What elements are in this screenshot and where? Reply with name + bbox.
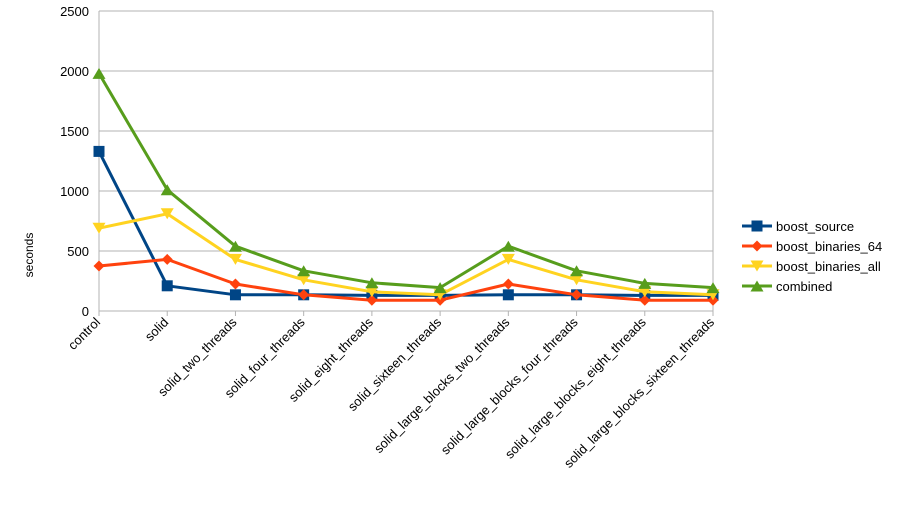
series-line-boost_binaries_all bbox=[98, 212, 714, 297]
x-tick-labels: control solidsolid_two_threadssolid_four_… bbox=[65, 314, 718, 471]
data-point-boost_binaries_all bbox=[570, 274, 584, 286]
data-point-boost_binaries_all bbox=[297, 274, 311, 286]
y-tick-label: 2000 bbox=[60, 64, 89, 79]
data-point-boost_binaries_all bbox=[501, 253, 515, 265]
y-tick-label: 500 bbox=[67, 244, 89, 259]
legend-label: boost_binaries_64 bbox=[776, 239, 882, 254]
series-boost_source bbox=[93, 145, 719, 301]
x-tick-label: solid bbox=[142, 315, 172, 345]
y-tick-label: 2500 bbox=[60, 4, 89, 19]
legend-label: boost_binaries_all bbox=[776, 259, 881, 274]
x-tick-label: solid_large_blocks_two_threads bbox=[371, 314, 513, 456]
y-tick-label: 1000 bbox=[60, 184, 89, 199]
y-axis-title: seconds bbox=[22, 233, 36, 278]
data-point-boost_source bbox=[93, 145, 105, 157]
data-point-boost_binaries_64 bbox=[93, 260, 105, 272]
legend-swatch-marker bbox=[750, 280, 764, 292]
legend-label: boost_source bbox=[776, 219, 854, 234]
data-point-boost_source bbox=[229, 289, 241, 301]
series-line-combined bbox=[97, 72, 714, 290]
data-point-combined bbox=[228, 240, 242, 252]
data-point-boost_binaries_64 bbox=[298, 289, 310, 301]
y-tick-label: 1500 bbox=[60, 124, 89, 139]
legend-entry-boost_binaries_64: boost_binaries_64 bbox=[742, 239, 882, 254]
data-point-combined bbox=[297, 265, 311, 277]
data-point-boost_binaries_64 bbox=[229, 278, 241, 290]
series-boost_binaries_64 bbox=[93, 253, 719, 306]
data-point-boost_binaries_64 bbox=[639, 294, 651, 306]
data-point-boost_binaries_64 bbox=[161, 253, 173, 265]
legend-swatch-marker bbox=[751, 240, 763, 252]
x-tick-label: solid_large_blocks_four_threads bbox=[438, 314, 581, 457]
x-tick-label: solid_large_blocks_eight_threads bbox=[502, 314, 649, 461]
data-point-boost_binaries_64 bbox=[571, 289, 583, 301]
legend-swatch-marker bbox=[751, 220, 763, 232]
series-line-boost_source bbox=[97, 150, 713, 297]
data-point-combined bbox=[638, 277, 652, 289]
data-point-boost_binaries_all bbox=[228, 253, 242, 265]
data-point-boost_source bbox=[161, 280, 173, 292]
data-point-boost_binaries_all bbox=[92, 222, 106, 234]
y-tick-labels: 0 500 1000 1500 2000 2500 bbox=[60, 4, 89, 319]
data-point-combined bbox=[433, 282, 447, 294]
data-point-boost_binaries_all bbox=[365, 286, 379, 298]
data-point-combined bbox=[160, 184, 174, 196]
series-lines bbox=[92, 67, 720, 306]
data-point-boost_source bbox=[502, 289, 514, 301]
data-point-boost_binaries_all bbox=[160, 208, 174, 220]
legend: boost_source boost_binaries_64 boost_binar… bbox=[742, 219, 882, 294]
legend-entry-boost_binaries_all: boost_binaries_all bbox=[742, 259, 881, 274]
data-point-combined bbox=[706, 282, 720, 294]
legend-entry-combined: combined bbox=[742, 279, 832, 294]
data-point-boost_binaries_64 bbox=[366, 294, 378, 306]
x-tick-label: control bbox=[65, 314, 103, 352]
legend-swatch-marker bbox=[750, 260, 764, 272]
data-point-combined bbox=[92, 67, 106, 79]
data-point-boost_binaries_64 bbox=[502, 278, 514, 290]
axes bbox=[98, 11, 714, 316]
series-combined bbox=[92, 67, 720, 294]
data-point-combined bbox=[365, 277, 379, 289]
legend-entry-boost_source: boost_source bbox=[742, 219, 854, 234]
data-point-combined bbox=[501, 240, 515, 252]
y-tick-label: 0 bbox=[82, 304, 89, 319]
x-tick-label: solid_large_blocks_sixteen_threads bbox=[561, 314, 718, 471]
grid-lines bbox=[99, 10, 713, 312]
legend-label: combined bbox=[776, 279, 832, 294]
data-point-boost_binaries_all bbox=[638, 286, 652, 298]
series-line-boost_binaries_64 bbox=[98, 257, 713, 302]
data-point-combined bbox=[570, 265, 584, 277]
